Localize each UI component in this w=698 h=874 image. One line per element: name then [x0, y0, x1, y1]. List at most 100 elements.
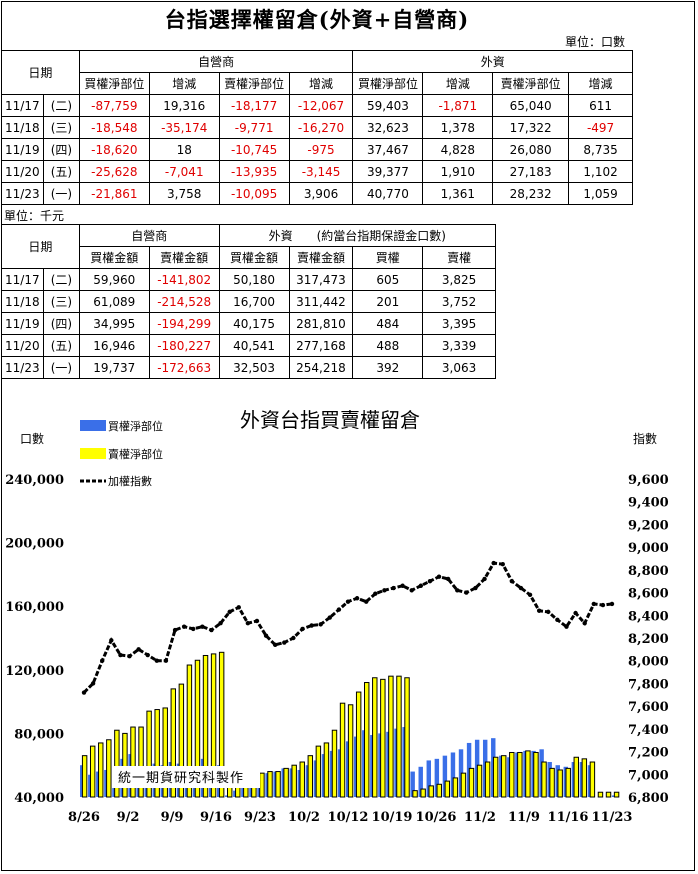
bar-put	[283, 767, 289, 798]
bar-put	[589, 761, 596, 798]
index-point	[309, 623, 314, 628]
index-point	[364, 599, 369, 604]
row-date: 11/19	[1, 138, 44, 161]
row-date: 11/23	[1, 182, 44, 205]
table-row: 11/18 (三) -18,548 -35,174 -9,771 -16,270 32,62…	[1, 116, 633, 139]
bar-put	[501, 755, 507, 798]
bar-call	[410, 771, 415, 797]
index-point	[90, 681, 96, 686]
legend-label: 賣權淨部位	[108, 447, 163, 461]
legend-swatch	[80, 448, 106, 459]
column-header: 增減	[148, 72, 220, 95]
bar-put	[412, 790, 418, 798]
table-cell: -214,528	[148, 290, 220, 313]
row-date: 11/17	[1, 268, 44, 291]
legend-label: 加權指數	[108, 474, 152, 488]
index-point	[582, 621, 587, 626]
table-cell: 3,758	[148, 182, 220, 205]
table-cell: 8,735	[568, 138, 633, 161]
table-options-positions: 日期 自營商 外資 買權淨部位 增減 賣權淨部位 增減 買權淨部位 增減 賣權淨部位 增減 11/17…	[1, 50, 633, 205]
bar-put	[307, 755, 314, 798]
table-cell: 59,403	[352, 94, 424, 117]
page-title: 台指選擇權留倉(外資+自營商)	[164, 7, 470, 32]
bar-put	[404, 677, 410, 798]
column-header: 增減	[422, 72, 494, 95]
table-cell: 19,316	[148, 94, 220, 117]
y-left-tick: 40,000	[14, 791, 64, 806]
table-cell: -172,663	[148, 356, 220, 379]
index-point	[272, 642, 278, 648]
bar-put	[178, 683, 185, 798]
table-cell: -975	[288, 138, 354, 161]
bar-put	[444, 780, 451, 798]
index-point	[345, 599, 351, 604]
bar-call	[450, 752, 456, 797]
index-point	[436, 574, 442, 579]
table-cell: 26,080	[492, 138, 570, 161]
x-tick: 9/9	[161, 810, 184, 825]
index-point	[555, 617, 560, 623]
y-right-tick: 9,200	[628, 518, 669, 533]
table-cell: 32,503	[218, 356, 290, 379]
x-tick: 9/16	[200, 810, 232, 825]
table-cell: 4,828	[422, 138, 494, 161]
bar-put	[267, 771, 273, 798]
table-cell: 16,700	[218, 290, 290, 313]
index-point	[573, 610, 578, 616]
index-point	[191, 626, 196, 632]
index-point	[391, 585, 396, 591]
table-cell: -13,935	[218, 160, 290, 183]
row-date: 11/23	[1, 356, 44, 379]
table-row: 11/19 (四) -18,620 18 -10,745 -975 37,467 4,828 2…	[1, 138, 633, 161]
y-right-tick: 8,800	[628, 564, 669, 579]
column-header: 賣權	[422, 246, 496, 269]
table-cell: 254,218	[288, 356, 354, 379]
row-weekday: (一)	[42, 356, 80, 379]
table-row: 11/23 (一) 19,737 -172,663 32,503 254,218 392 3,…	[1, 356, 496, 379]
y-right-tick: 9,600	[628, 473, 669, 488]
y-left-tick: 80,000	[14, 727, 64, 742]
table-cell: -18,548	[78, 116, 150, 139]
index-point	[300, 626, 305, 632]
bar-put	[347, 704, 354, 798]
table-cell: 32,623	[352, 116, 424, 139]
table-row: 11/17 (二) 59,960 -141,802 50,180 317,473 605 3,…	[1, 268, 496, 291]
bar-call	[426, 760, 431, 797]
y-right-tick: 7,600	[628, 700, 669, 715]
bar-put	[202, 654, 209, 798]
bar-put	[436, 783, 442, 798]
index-point	[354, 596, 360, 601]
table-row: 11/18 (三) 61,089 -214,528 16,700 311,442 201 3,…	[1, 290, 496, 313]
column-header: 買權金額	[78, 246, 150, 269]
table-cell: -10,095	[218, 182, 290, 205]
unit-label-top: 單位：口數	[565, 35, 626, 49]
row-weekday: (二)	[42, 94, 80, 117]
index-point	[527, 592, 533, 598]
index-point	[327, 615, 332, 620]
index-point	[282, 640, 287, 645]
table-cell: -25,628	[78, 160, 150, 183]
y-right-tick: 8,600	[628, 587, 669, 602]
table-cell: 3,063	[422, 356, 496, 379]
table-row: 11/20 (五) 16,946 -180,227 40,541 277,168 488 3,…	[1, 334, 496, 357]
index-point	[445, 576, 451, 582]
y-left-label: 口數	[20, 432, 44, 446]
bar-put	[315, 745, 322, 798]
row-weekday: (三)	[42, 116, 80, 139]
y-right-tick: 6,800	[628, 791, 669, 806]
table-cell: 484	[352, 312, 424, 335]
table-cell: 16,946	[78, 334, 150, 357]
index-point	[536, 608, 542, 613]
table-cell: -18,177	[218, 94, 290, 117]
watermark: 統一期貨研究科製作	[118, 770, 244, 786]
index-point	[100, 658, 105, 663]
table-cell: -16,270	[288, 116, 354, 139]
group-header: 自營商	[78, 224, 220, 247]
bar-put	[484, 761, 491, 798]
column-header: 賣權金額	[288, 246, 354, 269]
table-cell: -87,759	[78, 94, 150, 117]
table-options-amounts: 日期 自營商 外資 (約當台指期保證金口數) 買權金額 賣權金額 買權金額 賣權金額 買權 賣權…	[1, 224, 497, 379]
index-point	[546, 609, 551, 615]
y-right-tick: 8,000	[628, 655, 669, 670]
